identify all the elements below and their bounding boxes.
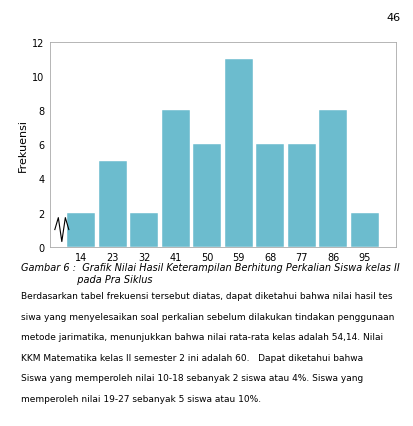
- Bar: [193, 145, 221, 247]
- Text: Berdasarkan tabel frekuensi tersebut diatas, dapat diketahui bahwa nilai hasil t: Berdasarkan tabel frekuensi tersebut dia…: [21, 292, 392, 301]
- Bar: [225, 60, 253, 247]
- Bar: [67, 213, 95, 247]
- Bar: [162, 111, 190, 247]
- Bar: [256, 145, 284, 247]
- Text: 46: 46: [387, 13, 401, 23]
- Y-axis label: Frekuensi: Frekuensi: [18, 118, 28, 171]
- Text: siwa yang menyelesaikan soal perkalian sebelum dilakukan tindakan penggunaan: siwa yang menyelesaikan soal perkalian s…: [21, 312, 394, 321]
- Bar: [130, 213, 158, 247]
- Text: metode jarimatika, menunjukkan bahwa nilai rata-rata kelas adalah 54,14. Nilai: metode jarimatika, menunjukkan bahwa nil…: [21, 333, 383, 342]
- Bar: [319, 111, 347, 247]
- Bar: [288, 145, 316, 247]
- Text: KKM Matematika kelas II semester 2 ini adalah 60.   Dapat diketahui bahwa: KKM Matematika kelas II semester 2 ini a…: [21, 353, 363, 362]
- Bar: [351, 213, 379, 247]
- Text: memperoleh nilai 19-27 sebanyak 5 siswa atau 10%.: memperoleh nilai 19-27 sebanyak 5 siswa …: [21, 394, 261, 403]
- Text: Siswa yang memperoleh nilai 10-18 sebanyak 2 siswa atau 4%. Siswa yang: Siswa yang memperoleh nilai 10-18 sebany…: [21, 374, 363, 383]
- Text: pada Pra Siklus: pada Pra Siklus: [21, 275, 152, 285]
- Text: Gambar 6 :  Grafik Nilai Hasil Keterampilan Berhitung Perkalian Siswa kelas II: Gambar 6 : Grafik Nilai Hasil Keterampil…: [21, 262, 399, 272]
- Bar: [99, 162, 127, 247]
